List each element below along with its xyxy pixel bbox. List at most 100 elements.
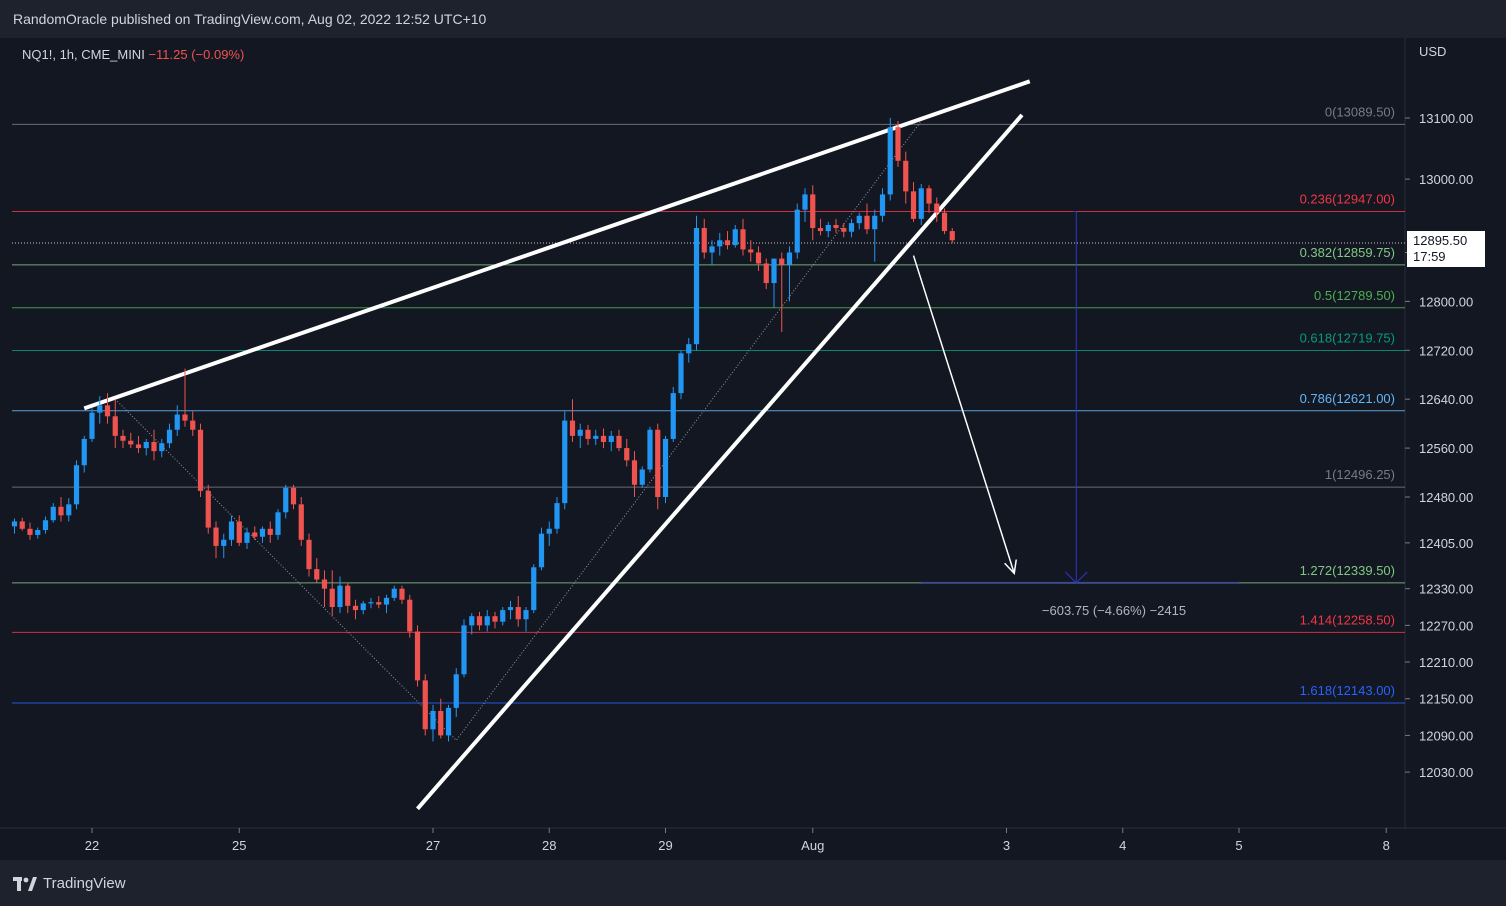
y-tick-label: 12640.00: [1419, 392, 1473, 407]
candle-body: [430, 710, 436, 730]
candle-body: [562, 420, 568, 504]
candle-body: [244, 532, 250, 543]
publish-header: [0, 0, 1506, 38]
candle-body: [686, 344, 692, 354]
last-price-value: 12895.50: [1413, 233, 1468, 248]
candle-body: [624, 448, 630, 461]
candle-body: [11, 521, 18, 527]
fib-label-0.236: 0.236(12947.00): [1300, 192, 1395, 207]
candle-body: [445, 707, 452, 736]
candle-body: [476, 616, 483, 626]
tradingview-logo[interactable]: TradingView: [13, 875, 126, 892]
candle-body: [104, 405, 111, 417]
candle-body: [825, 224, 831, 232]
x-tick-label: 4: [1119, 838, 1126, 853]
x-tick-label: 29: [658, 838, 672, 853]
x-tick-label: 25: [232, 838, 246, 853]
fib-label-0.786: 0.786(12621.00): [1300, 391, 1395, 406]
x-tick-label: Aug: [801, 838, 824, 853]
candle-body: [283, 487, 289, 513]
x-tick-label: 27: [426, 838, 440, 853]
candle-body: [42, 520, 49, 531]
candle-body: [422, 680, 428, 730]
candle-body: [608, 435, 614, 442]
candle-body: [531, 567, 537, 611]
tradingview-logo-text: TradingView: [43, 875, 126, 892]
candle-body: [678, 353, 684, 394]
candle-body: [538, 533, 545, 568]
candle-body: [600, 435, 607, 442]
candle-body: [670, 393, 676, 439]
candle-body: [941, 212, 948, 232]
y-tick-label: 12405.00: [1419, 536, 1473, 551]
currency-label[interactable]: USD: [1419, 44, 1447, 59]
y-tick-label: 12330.00: [1419, 582, 1473, 597]
y-tick-label: 12270.00: [1419, 618, 1473, 633]
candle-body: [507, 607, 514, 611]
y-tick-label: 13100.00: [1419, 111, 1473, 126]
candle-body: [438, 710, 444, 736]
projection-arrow-line: [912, 255, 1015, 574]
x-tick-label: 22: [85, 838, 99, 853]
wedge-upper-line: [83, 79, 1031, 411]
candle-body: [368, 602, 374, 604]
candle-body: [523, 610, 529, 620]
drawing-layer: −603.75 (−4.66%) −2415: [83, 79, 1239, 811]
candle-body: [794, 209, 800, 253]
candle-body: [585, 429, 591, 439]
chart-svg[interactable]: 0(13089.50) 0.236(12947.00) 0.382(12859.75…: [0, 38, 1506, 860]
candle-body: [275, 512, 281, 535]
candle-body: [337, 585, 343, 608]
candle-body: [484, 616, 490, 626]
candle-body: [352, 605, 359, 611]
candle-body: [329, 588, 335, 608]
candle-body: [577, 429, 583, 436]
candle-body: [872, 215, 878, 230]
x-tick-label: 3: [1003, 838, 1010, 853]
y-tick-label: 12210.00: [1419, 655, 1473, 670]
candle-body: [453, 674, 459, 708]
candle-body: [879, 194, 886, 216]
fib-label-1: 1(12496.25): [1325, 467, 1395, 482]
chart-frame[interactable]: 0(13089.50) 0.236(12947.00) 0.382(12859.75…: [0, 38, 1506, 860]
candle-body: [205, 490, 211, 528]
candle-body: [197, 429, 204, 491]
candle-body: [701, 228, 707, 253]
candle-body: [895, 127, 901, 161]
candle-body: [27, 528, 33, 535]
candle-body: [128, 440, 134, 445]
candle-body: [763, 263, 769, 284]
candle-body: [771, 258, 777, 284]
symbol-name[interactable]: NQ1!, 1h, CME_MINI: [22, 47, 145, 62]
symbol-info[interactable]: NQ1!, 1h, CME_MINI −11.25 (−0.09%): [22, 47, 244, 62]
last-price-label: 12895.50 17:59: [1407, 231, 1485, 267]
candle-body: [407, 599, 413, 632]
publish-info: RandomOracle published on TradingView.co…: [13, 11, 487, 27]
candle-body: [182, 414, 188, 421]
candle-body: [841, 228, 847, 232]
candle-body: [833, 224, 839, 229]
candle-body: [306, 539, 312, 570]
y-tick-label: 12480.00: [1419, 490, 1473, 505]
measure-label: −603.75 (−4.66%) −2415: [1042, 603, 1186, 618]
candle-body: [399, 588, 405, 600]
candle-body: [290, 487, 297, 505]
candle-body: [748, 249, 754, 253]
candle-body: [639, 469, 645, 485]
fib-label-1.272: 1.272(12339.50): [1300, 563, 1395, 578]
candle-body: [802, 194, 808, 210]
bar-countdown: 17:59: [1413, 249, 1446, 264]
candle-body: [918, 188, 924, 219]
candle-body: [887, 127, 893, 195]
y-tick-label: 12150.00: [1419, 692, 1473, 707]
candle-body: [314, 569, 320, 580]
tradingview-icon: [13, 876, 37, 891]
candle-body: [135, 444, 142, 449]
candle-body: [903, 160, 909, 192]
candle-body: [414, 631, 421, 681]
candle-body: [593, 435, 599, 439]
candle-body: [724, 240, 731, 246]
candle-body: [252, 532, 258, 537]
candle-body: [616, 435, 622, 449]
footer-bar: [0, 860, 1506, 906]
